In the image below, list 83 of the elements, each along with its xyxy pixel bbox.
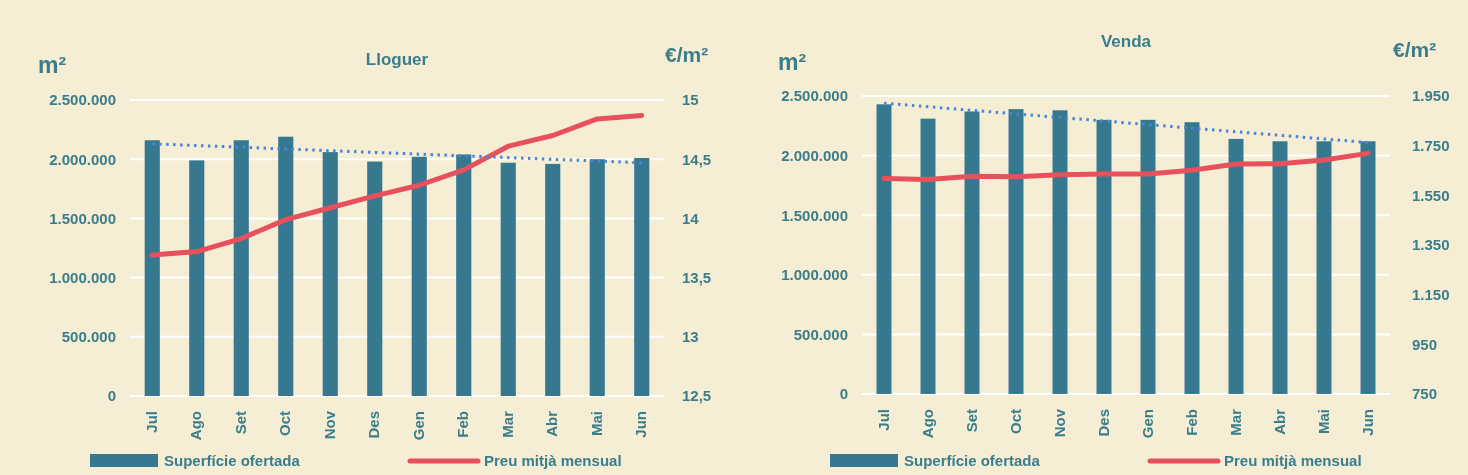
x-tick-label: Des [365, 411, 383, 439]
y2-tick-label: 14,5 [682, 150, 712, 168]
x-tick-label: Nov [1050, 408, 1068, 438]
y-axis-title: m² [778, 49, 807, 75]
x-tick-label: Jun [632, 411, 650, 438]
legend-label: Superfície ofertada [164, 452, 301, 469]
x-tick-label: Des [1094, 409, 1112, 437]
y2-tick-label: 14 [682, 209, 700, 227]
x-tick-label: Ago [918, 409, 936, 439]
bar [876, 104, 892, 394]
x-tick-label: Abr [543, 410, 561, 437]
y2-tick-label: 15 [682, 91, 699, 109]
x-tick-label: Mar [498, 410, 516, 438]
x-tick-label: Jul [874, 409, 892, 431]
y2-axis-title: €/m² [665, 43, 709, 66]
x-tick-label: Feb [454, 411, 472, 438]
x-tick-label: Mai [587, 411, 605, 437]
y-tick-label: 0 [107, 387, 116, 405]
bar [500, 162, 516, 396]
bar [634, 158, 650, 396]
x-tick-label: Abr [1270, 408, 1288, 435]
x-tick-label: Oct [1006, 409, 1024, 435]
x-tick-label: Ago [187, 411, 205, 441]
bar [367, 161, 383, 396]
y2-tick-label: 12,5 [682, 387, 712, 405]
y2-tick-label: 13,5 [682, 268, 712, 286]
bar [189, 160, 205, 396]
x-tick-label: Set [231, 411, 249, 435]
y-tick-label: 2.000.000 [49, 150, 116, 168]
x-tick-label: Jul [142, 411, 160, 433]
y-tick-label: 0 [839, 385, 848, 403]
y-tick-label: 1.500.000 [49, 209, 116, 227]
y-tick-label: 2.500.000 [49, 91, 116, 109]
y-tick-label: 2.500.000 [781, 87, 848, 105]
bar [456, 154, 472, 396]
bar [411, 156, 427, 396]
x-tick-label: Feb [1182, 409, 1200, 436]
legend-label: Preu mitjà mensual [1224, 452, 1362, 469]
y-tick-label: 1.500.000 [781, 206, 848, 224]
y2-tick-label: 1.550 [1412, 186, 1450, 204]
bar [589, 159, 605, 396]
y2-tick-label: 1.750 [1412, 136, 1450, 154]
y-tick-label: 500.000 [61, 328, 116, 346]
bar [1228, 138, 1244, 394]
x-tick-label: Jun [1358, 409, 1376, 436]
x-tick-label: Oct [276, 411, 294, 437]
y-tick-label: 1.000.000 [781, 266, 848, 284]
y2-tick-label: 950 [1412, 335, 1438, 353]
chart-title: Venda [1100, 32, 1152, 51]
y-tick-label: 2.000.000 [781, 146, 848, 164]
y2-tick-label: 1.950 [1412, 87, 1450, 105]
bar [920, 118, 936, 394]
x-tick-label: Set [962, 409, 980, 433]
bar [1184, 122, 1200, 394]
bar [1140, 119, 1156, 394]
x-tick-label: Mar [1226, 408, 1244, 436]
y2-axis-title: €/m² [1393, 38, 1437, 61]
y2-tick-label: 1.150 [1412, 285, 1450, 303]
x-tick-label: Mai [1314, 409, 1332, 435]
bar [1316, 141, 1332, 394]
bar [278, 136, 294, 396]
y-axis-title: m² [38, 52, 67, 78]
bar [1096, 119, 1112, 394]
bar [545, 163, 561, 396]
bar [322, 152, 338, 396]
bar [144, 140, 160, 396]
y2-tick-label: 13 [682, 328, 699, 346]
bar [1272, 141, 1288, 394]
x-tick-label: Gen [1138, 409, 1156, 439]
bar [1052, 110, 1068, 394]
chart-title: Lloguer [365, 50, 429, 69]
y2-tick-label: 750 [1412, 385, 1438, 403]
y2-tick-label: 1.350 [1412, 236, 1450, 254]
y-tick-label: 500.000 [793, 325, 848, 343]
bar [964, 111, 980, 394]
x-tick-label: Nov [320, 410, 338, 440]
bar [233, 140, 249, 396]
bar [1360, 141, 1376, 394]
legend-label: Preu mitjà mensual [484, 452, 622, 469]
x-tick-label: Gen [409, 411, 427, 441]
bar [1008, 109, 1024, 394]
legend-label: Superfície ofertada [904, 452, 1041, 469]
y-tick-label: 1.000.000 [49, 268, 116, 286]
